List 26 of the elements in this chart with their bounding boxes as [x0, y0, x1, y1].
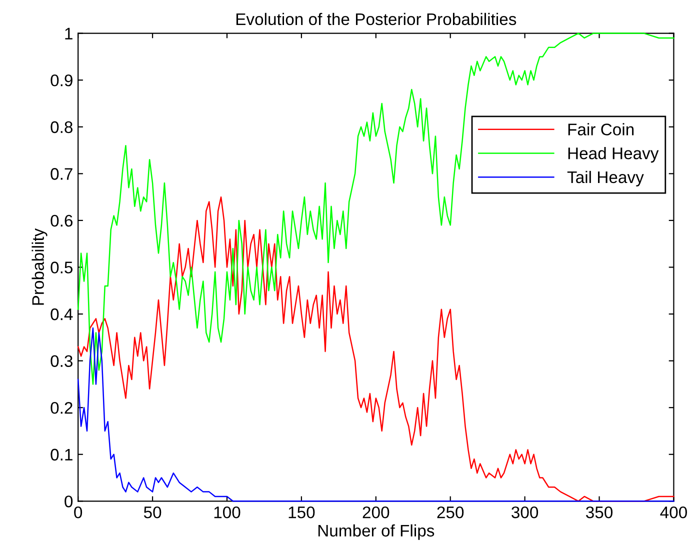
- y-tick-label: 0.8: [50, 121, 72, 134]
- y-tick-label: 1: [65, 28, 72, 40]
- y-tick-label: 0.7: [50, 168, 72, 180]
- y-tick-label: 0.4: [50, 308, 73, 320]
- x-tick-label: 100: [214, 506, 240, 518]
- y-axis-title: Probability: [32, 228, 48, 305]
- legend-label: Tail Heavy: [567, 170, 644, 186]
- x-axis-title: Number of Flips: [318, 524, 434, 540]
- x-tick-label: 250: [437, 506, 464, 518]
- x-tick-label: 300: [512, 506, 538, 518]
- y-tick-label: 0.3: [50, 355, 72, 368]
- x-tick-label: 400: [660, 506, 687, 518]
- legend-label: Head Heavy: [568, 147, 659, 163]
- y-tick-label: 0.9: [50, 74, 72, 86]
- legend-label: Fair Coin: [568, 123, 634, 136]
- x-tick-label: 50: [144, 506, 162, 518]
- x-tick-label: 200: [362, 506, 390, 518]
- y-tick-label: 0: [64, 496, 73, 508]
- x-tick-label: 350: [586, 506, 613, 518]
- chart-title: Evolution of the Posterior Probabilities: [236, 12, 516, 26]
- y-tick-label: 0.1: [50, 448, 72, 461]
- y-tick-label: 0.5: [50, 262, 73, 274]
- x-tick-label: 0: [74, 506, 82, 518]
- y-tick-label: 0.2: [50, 402, 72, 414]
- x-tick-label: 150: [288, 506, 315, 518]
- y-tick-label: 0.6: [50, 214, 72, 227]
